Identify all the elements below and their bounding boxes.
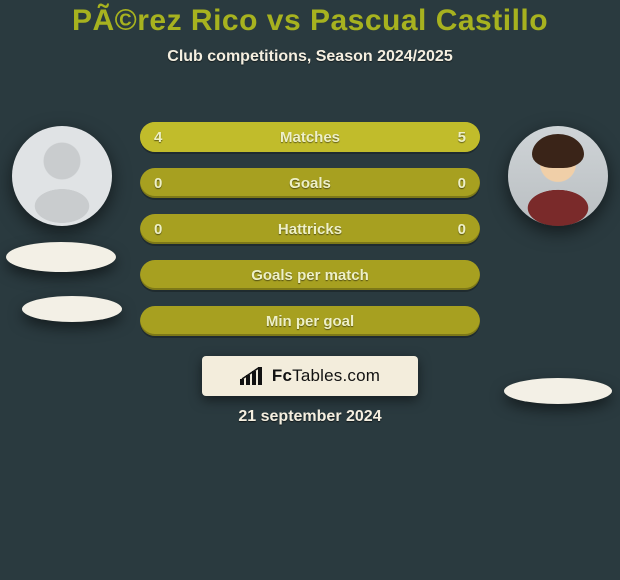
player-left-avatar <box>12 126 112 226</box>
bar-goals: Goals0 0 <box>140 168 480 198</box>
brand-text-rest: Tables.com <box>292 366 380 385</box>
bar-value-left: 0 <box>154 168 162 198</box>
brand-text-strong: Fc <box>272 366 292 385</box>
generated-date: 21 september 2024 <box>0 408 620 426</box>
comparison-bars: Matches45Goals00Hattricks00Goals per mat… <box>140 122 480 352</box>
bar-value-left: 0 <box>154 214 162 244</box>
bar-label: Min per goal <box>140 306 480 336</box>
player-left-ellipse-1 <box>6 242 116 272</box>
bar-value-right: 0 <box>458 168 466 198</box>
bar-label: Hattricks <box>140 214 480 244</box>
bar-label: Goals per match <box>140 260 480 290</box>
bar-hattricks: Hattricks0 0 <box>140 214 480 244</box>
page-title: PÃ©rez Rico vs Pascual Castillo <box>0 0 620 38</box>
brand-badge: FcTables.com <box>202 356 418 396</box>
bar-value-right: 5 <box>458 122 466 152</box>
player-right-ellipse-1 <box>504 378 612 404</box>
bar-label: Matches <box>140 122 480 152</box>
page-subtitle: Club competitions, Season 2024/2025 <box>0 48 620 66</box>
bar-matches: Matches4 5 <box>140 122 480 152</box>
player-right-avatar <box>508 126 608 226</box>
bar-goals-per-match: Goals per match <box>140 260 480 290</box>
bar-value-right: 0 <box>458 214 466 244</box>
bar-label: Goals <box>140 168 480 198</box>
player-left-ellipse-2 <box>22 296 122 322</box>
brand-text: FcTables.com <box>272 366 380 386</box>
bar-min-per-goal: Min per goal <box>140 306 480 336</box>
brand-icon <box>240 367 266 385</box>
bar-value-left: 4 <box>154 122 162 152</box>
